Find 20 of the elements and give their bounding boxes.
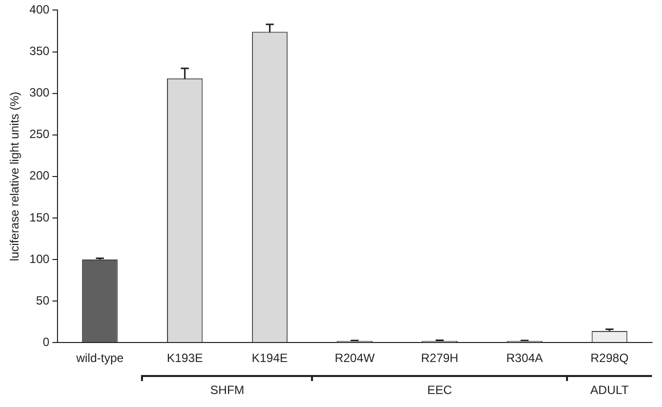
x-tick-label: R298Q (590, 351, 629, 366)
x-tick-label: R279H (420, 351, 458, 366)
y-tick-label: 0 (42, 334, 50, 349)
y-tick-label: 300 (29, 86, 50, 100)
text: EEC (427, 382, 452, 397)
x-tick-label: R304A (506, 351, 543, 366)
y-axis-title: luciferase relative light units (%) (8, 92, 22, 262)
text: ADULT (590, 382, 629, 397)
x-tick-label: K194E (252, 351, 288, 366)
x-tick-label: R204W (334, 351, 376, 366)
x-tick-label: K193E (166, 351, 203, 366)
y-tick-label: 350 (29, 44, 50, 58)
text: SHFM (210, 382, 244, 397)
y-tick-label: 50 (36, 293, 50, 308)
y-tick-label: 150 (29, 210, 50, 224)
x-tick-label: wild-type (75, 351, 124, 366)
y-tick-label: 250 (29, 127, 50, 142)
y-tick-label: 200 (29, 168, 50, 183)
y-tick-label: 400 (29, 2, 50, 17)
y-tick-label: 100 (29, 252, 50, 266)
